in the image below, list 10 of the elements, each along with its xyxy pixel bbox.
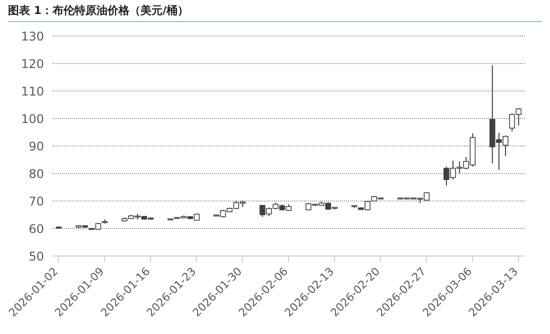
y-tick-label: 100 xyxy=(21,112,44,126)
y-tick-label: 50 xyxy=(28,249,44,264)
y-tick-label: 60 xyxy=(28,222,44,236)
y-tick-label: 70 xyxy=(28,194,44,208)
y-tick-label: 120 xyxy=(21,56,44,71)
y-tick-label: 130 xyxy=(21,29,44,44)
y-tick-label: 90 xyxy=(28,139,44,154)
chart-title: 图表 1：布伦特原油价格（美元/桶） xyxy=(8,3,542,22)
y-tick-label: 110 xyxy=(21,84,44,98)
y-tick-label: 80 xyxy=(28,166,44,181)
